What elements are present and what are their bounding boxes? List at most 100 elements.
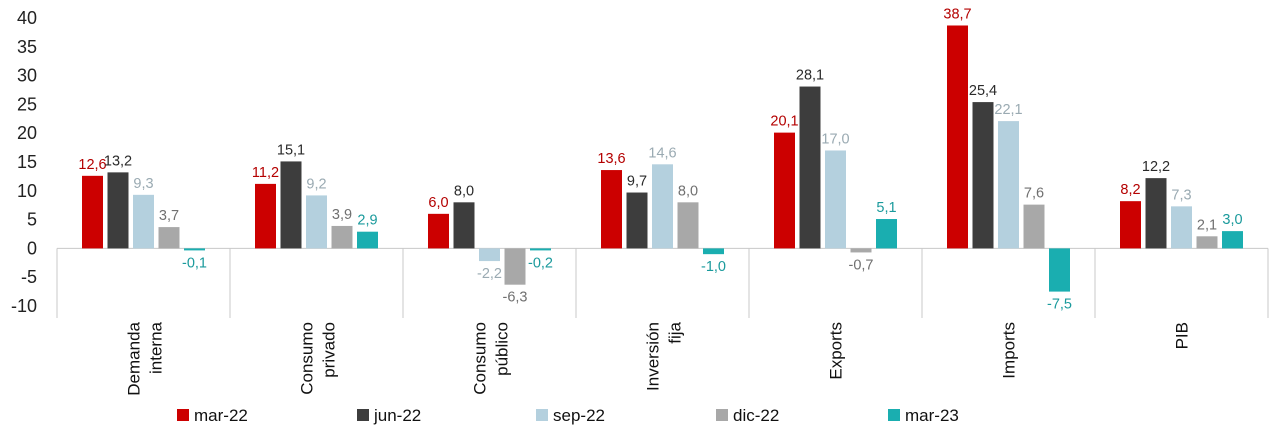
bar (1196, 236, 1218, 249)
data-label: -6,3 (503, 290, 528, 306)
y-tick-label: 5 (27, 210, 37, 230)
data-label: 2,9 (357, 213, 377, 229)
y-tick-label: 0 (27, 238, 37, 258)
bar (850, 248, 872, 253)
y-tick-label: 15 (17, 152, 37, 172)
bar (331, 225, 353, 249)
y-tick-label: 25 (17, 94, 37, 114)
category-labels: Demanda interna Consumo privado Consumo públi… (125, 321, 1192, 395)
category-label-line: Inversión (644, 322, 663, 391)
data-label: 9,3 (133, 176, 153, 192)
bar (133, 194, 154, 249)
legend-swatch (177, 409, 189, 421)
data-label: 7,6 (1024, 186, 1044, 202)
y-tick-label: 10 (17, 181, 37, 201)
data-label: 28,1 (796, 68, 824, 84)
bar (972, 102, 994, 249)
value-labels: 12,613,29,3 3,7 -0,1 11,2 15,1 9,2 3,9 2,9 6,0 8,… (78, 6, 1242, 312)
category-label: PIB (1173, 322, 1192, 349)
legend-label: dic-22 (733, 406, 779, 425)
data-label: -0,7 (849, 257, 874, 273)
data-label: 20,1 (770, 114, 798, 130)
bar (825, 150, 846, 249)
y-tick-label: 30 (17, 66, 37, 86)
data-label: 13,2 (104, 153, 132, 169)
data-label: 3,9 (332, 207, 352, 223)
bar (107, 172, 129, 249)
bar (1145, 178, 1167, 249)
data-label: 38,7 (943, 6, 971, 22)
data-label: 25,4 (969, 83, 997, 99)
data-label: 13,6 (597, 151, 625, 167)
data-label: -7,5 (1047, 297, 1072, 313)
data-label: 8,0 (454, 183, 474, 199)
bar (626, 192, 648, 249)
bar (703, 248, 724, 255)
category-label-line: Demanda (125, 321, 144, 395)
data-label: 3,7 (159, 208, 179, 224)
data-label: -2,2 (477, 266, 502, 282)
data-label: 3,0 (1222, 212, 1242, 228)
y-tick-label: -10 (11, 296, 37, 316)
bar (947, 25, 968, 249)
data-label: 15,1 (277, 142, 305, 158)
bar (453, 202, 475, 249)
bar (1120, 201, 1141, 249)
data-label: 22,1 (994, 102, 1022, 118)
data-label: 8,0 (678, 183, 698, 199)
legend-swatch (888, 409, 900, 421)
bar (428, 213, 449, 249)
data-label: 17,0 (821, 131, 849, 147)
data-label: -0,2 (528, 255, 553, 271)
data-label: -0,1 (182, 255, 207, 271)
category-label: Consumo privado (298, 322, 339, 395)
data-label: 12,2 (1142, 159, 1170, 175)
bar (255, 183, 276, 249)
bar (158, 227, 180, 249)
category-label: Inversión fija (644, 321, 685, 391)
y-tick-label: 40 (17, 8, 37, 28)
legend-label: jun-22 (373, 406, 421, 425)
bar (479, 248, 500, 262)
legend-swatch (357, 409, 369, 421)
bar (1171, 206, 1192, 249)
bar (1049, 248, 1070, 292)
legend-label: mar-22 (194, 406, 248, 425)
category-label-line: Consumo (471, 322, 490, 395)
category-label-line: PIB (1173, 322, 1192, 349)
bar (306, 195, 327, 249)
category-label-line: interna (147, 321, 166, 374)
data-label: 6,0 (428, 195, 448, 211)
legend: mar-22 jun-22 sep-22 dic-22 mar-23 (177, 406, 959, 425)
category-label: Imports (1000, 322, 1019, 379)
bar (357, 231, 378, 249)
data-label: 9,7 (627, 174, 647, 190)
category-label-line: Exports (827, 322, 846, 380)
data-label: 2,1 (1197, 217, 1217, 233)
axes: 40 35 30 25 20 15 10 5 0 -5 -10 (11, 8, 1269, 318)
bar (876, 219, 897, 249)
bar (601, 170, 622, 249)
data-label: -1,0 (701, 259, 726, 275)
category-label-line: fija (666, 321, 685, 343)
bar (82, 175, 103, 249)
bar (677, 202, 699, 249)
data-label: 11,2 (252, 165, 279, 181)
legend-label: sep-22 (553, 406, 605, 425)
bar (280, 161, 302, 249)
bar (504, 248, 526, 285)
bar (1023, 204, 1045, 249)
bars (82, 25, 1243, 292)
legend-swatch (716, 409, 728, 421)
data-label: 12,6 (78, 157, 106, 173)
y-tick-label: 20 (17, 123, 37, 143)
bar (530, 248, 551, 251)
legend-swatch (536, 409, 548, 421)
category-label-line: público (493, 322, 512, 376)
category-label: Consumo público (471, 322, 512, 395)
data-label: 9,2 (306, 176, 326, 192)
y-tick-label: -5 (21, 267, 37, 287)
bar (184, 248, 205, 251)
